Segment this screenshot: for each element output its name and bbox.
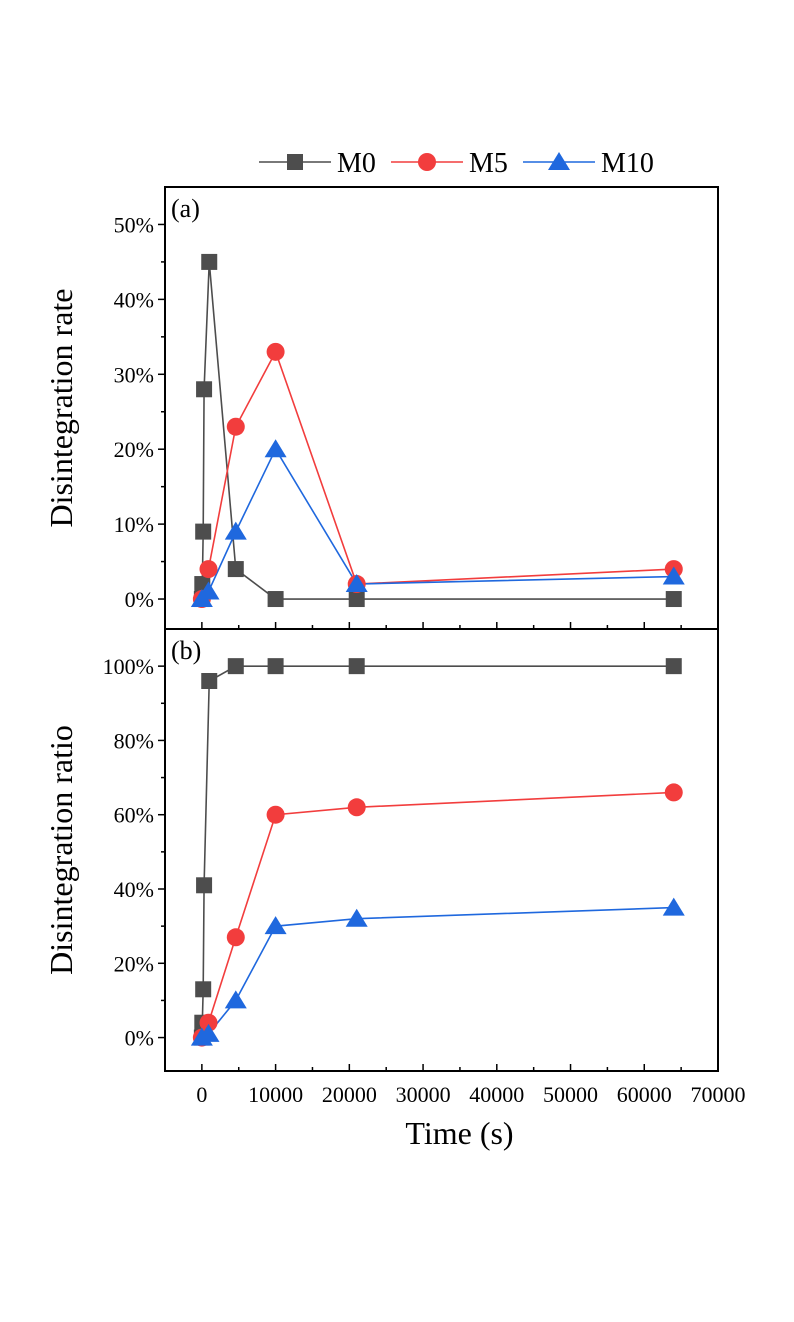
data-point-m5	[266, 342, 285, 361]
legend-entry-m10: M10	[523, 148, 654, 179]
data-point-m0	[201, 253, 218, 270]
x-tick-label: 10000	[248, 1082, 303, 1107]
panel-b: 0% 20% 40% 60% 80% 100% 0 10000 20000 30000 40000 5…	[43, 628, 746, 1151]
data-point-m0	[665, 658, 682, 675]
data-point-m5	[664, 783, 683, 802]
data-point-m10	[662, 897, 685, 916]
series-group	[190, 658, 685, 1047]
data-point-m10	[224, 521, 247, 540]
legend-label: M0	[337, 148, 376, 179]
y-tick-label: 40%	[114, 877, 154, 902]
x-tick-label: 70000	[691, 1082, 746, 1107]
data-point-m0	[195, 523, 212, 540]
data-point-m0	[227, 561, 244, 578]
data-point-m0	[195, 981, 212, 998]
panel-label: (b)	[171, 636, 201, 665]
data-point-m0	[267, 591, 284, 608]
x-tick-label: 0	[196, 1082, 207, 1107]
data-point-m5	[226, 417, 245, 436]
y-tick-label: 30%	[114, 362, 154, 387]
y-axis-title: Disintegration ratio	[43, 725, 79, 975]
series-line-m10	[201, 447, 674, 600]
data-point-m10	[224, 990, 247, 1009]
x-tick-label: 30000	[396, 1082, 451, 1107]
data-point-m5	[199, 560, 218, 579]
legend-entry-m0: M0	[259, 148, 376, 179]
legend: M0 M5 M10	[259, 148, 654, 179]
series-line-m0	[201, 261, 674, 600]
y-tick-label: 80%	[114, 728, 154, 753]
data-point-m5	[266, 805, 285, 824]
legend-label: M5	[469, 148, 508, 179]
series-group	[190, 253, 685, 609]
series-line-m5	[201, 349, 674, 600]
y-tick-label: 20%	[114, 951, 154, 976]
data-point-m0	[348, 591, 365, 608]
y-axis-title: Disintegration rate	[43, 288, 79, 527]
panels: 0%10%20%30%40%50%(a)Disintegration rate0…	[43, 186, 746, 1151]
y-tick-label: 0%	[125, 1026, 154, 1051]
data-point-m0	[196, 877, 213, 894]
series-line-m0	[201, 665, 674, 1038]
legend-label: M10	[601, 148, 654, 179]
y-tick-label: 10%	[114, 512, 154, 537]
plot-frame	[164, 628, 719, 1072]
data-point-m0	[227, 658, 244, 675]
data-point-m0	[348, 658, 365, 675]
y-tick-label: 50%	[114, 212, 154, 237]
legend-marker-circle-icon	[418, 153, 436, 171]
data-point-m10	[197, 1023, 220, 1042]
y-tick-label: 40%	[114, 287, 154, 312]
data-point-m5	[347, 798, 366, 817]
panel-a: 0% 10% 20% 30% 40% 50% (a) Disintegration rate	[43, 186, 719, 630]
data-point-m10	[264, 439, 287, 458]
x-tick-label: 60000	[617, 1082, 672, 1107]
series-line-m5	[201, 791, 674, 1038]
y-tick-label: 100%	[103, 654, 154, 679]
data-point-m10	[345, 908, 368, 927]
data-point-m5	[226, 928, 245, 947]
data-point-m0	[196, 381, 213, 398]
data-point-m10	[264, 916, 287, 935]
x-tick-label: 20000	[322, 1082, 377, 1107]
data-point-m5	[199, 1013, 218, 1032]
y-tick-label: 60%	[114, 803, 154, 828]
legend-marker-square-icon	[287, 154, 303, 170]
y-tick-label: 20%	[114, 437, 154, 462]
data-point-m0	[665, 591, 682, 608]
data-point-m0	[267, 658, 284, 675]
legend-marker-triangle-icon	[548, 152, 570, 170]
data-point-m10	[197, 581, 220, 600]
x-tick-label: 40000	[469, 1082, 524, 1107]
plot-frame	[164, 186, 719, 630]
y-tick-label: 0%	[125, 587, 154, 612]
x-tick-label: 50000	[543, 1082, 598, 1107]
data-point-m0	[201, 673, 218, 689]
panel-label: (a)	[171, 194, 200, 223]
data-point-m10	[345, 574, 368, 593]
x-axis-title: Time (s)	[405, 1115, 513, 1151]
legend-entry-m5: M5	[391, 148, 508, 179]
data-point-m10	[662, 566, 685, 585]
